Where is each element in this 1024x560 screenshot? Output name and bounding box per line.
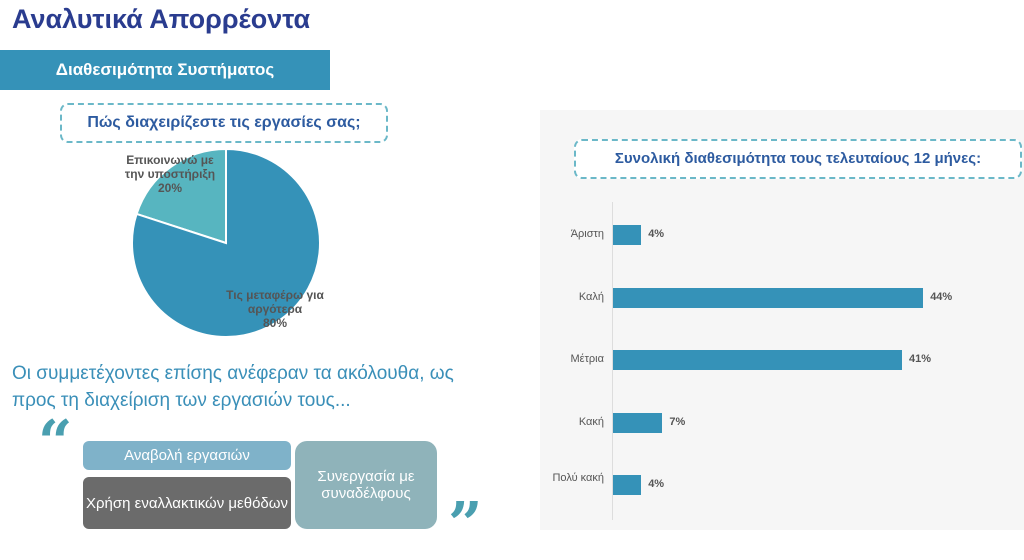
pie-title: Πώς διαχειρίζεστε τις εργασίες σας; xyxy=(60,103,388,143)
bar-category-label: Μέτρια xyxy=(570,353,604,365)
bar-category-label: Καλή xyxy=(578,290,604,303)
bar-value-label: 41% xyxy=(909,353,932,365)
bar-value-label: 4% xyxy=(648,478,665,490)
bar-category-label: Πολύ κακή xyxy=(552,472,604,484)
close-quote-icon: ” xyxy=(448,490,483,560)
pie-slice-postpone xyxy=(131,147,321,338)
bar xyxy=(613,412,663,433)
bar xyxy=(613,287,924,308)
bar-chart-panel xyxy=(540,110,1024,530)
pie-chart xyxy=(131,147,321,338)
bar-value-label: 7% xyxy=(669,415,686,428)
bar xyxy=(613,350,903,370)
bar-value-label: 44% xyxy=(930,290,953,303)
pie-label-postpone: Τις μεταφέρω για αργότερα xyxy=(226,288,324,316)
bar-chart-title: Συνολική διαθεσιμότητα τους τελευταίους … xyxy=(574,139,1022,179)
mentions-text: Οι συμμετέχοντες επίσης ανέφεραν τα ακόλ… xyxy=(12,363,454,411)
open-quote-icon: “ xyxy=(38,408,73,478)
page-title: Αναλυτικά Απορρέοντα xyxy=(12,4,311,34)
pie-slice-support xyxy=(135,147,227,245)
bar-value-label: 4% xyxy=(648,228,665,240)
pill-alternative-methods: Χρήση εναλλακτικών μεθόδων xyxy=(83,477,291,529)
bar xyxy=(613,225,642,245)
bar-category-label: Άριστη xyxy=(570,228,604,240)
bar-axis xyxy=(612,202,613,520)
bar-category-label: Κακή xyxy=(578,415,604,428)
section-banner: Διαθεσιμότητα Συστήματος xyxy=(0,50,330,90)
pill-postpone: Αναβολή εργασιών xyxy=(83,441,291,470)
pill-colleagues: Συνεργασία με συναδέλφους xyxy=(295,441,437,529)
bar xyxy=(613,475,642,495)
pie-label-support: Επικοινωνώ με την υποστήριξη xyxy=(124,153,216,181)
pie-value-postpone: 80% xyxy=(262,316,288,330)
pie-value-support: 20% xyxy=(157,181,183,195)
